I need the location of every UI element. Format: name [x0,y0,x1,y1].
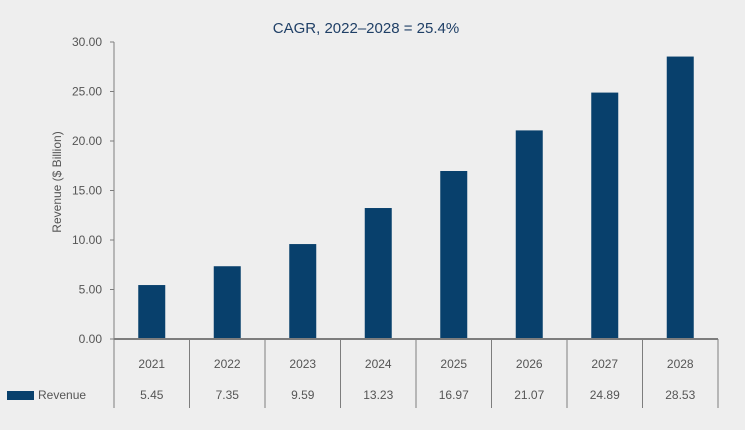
bar-2027 [591,92,619,340]
y-tick-label: 30.00 [72,35,102,49]
x-tick-label: 2024 [365,357,392,371]
axes [113,42,718,340]
y-tick-label: 25.00 [72,85,102,99]
x-tick-label: 2021 [138,357,165,371]
data-label: 24.89 [590,388,620,402]
y-tick-label: 20.00 [72,134,102,148]
x-tick-label: 2028 [667,357,694,371]
bar-2021 [138,285,166,339]
bar-2025 [440,170,468,339]
bar-2028 [666,56,694,339]
y-tick-label: 0.00 [79,332,103,346]
legend-swatch [7,391,34,400]
x-tick-label: 2025 [440,357,467,371]
y-axis-ticks: 0.00 5.00 10.00 15.00 20.00 25.00 30.00 [72,35,114,346]
data-label: 9.59 [291,388,315,402]
y-tick-label: 15.00 [72,184,102,198]
y-tick-label: 5.00 [79,283,103,297]
bar-2024 [364,208,392,339]
legend-label: Revenue [38,388,86,402]
bar-2023 [289,244,317,339]
x-tick-label: 2022 [214,357,241,371]
data-label: 28.53 [665,388,695,402]
bar-2022 [213,266,241,339]
data-label: 13.23 [363,388,393,402]
x-tick-label: 2027 [591,357,618,371]
y-tick-label: 10.00 [72,233,102,247]
x-tick-label: 2023 [289,357,316,371]
data-label: 7.35 [216,388,240,402]
data-label: 21.07 [514,388,544,402]
data-label: 5.45 [140,388,164,402]
data-label: 16.97 [439,388,469,402]
bar-2026 [515,130,543,339]
x-tick-label: 2026 [516,357,543,371]
data-table: 2021 5.45 2022 7.35 2023 9.59 2024 13.23 2025 16.… [7,339,719,408]
chart-title: CAGR, 2022–2028 = 25.4% [273,20,459,37]
bars [138,56,694,340]
y-axis-label: Revenue ($ Billion) [50,131,64,232]
